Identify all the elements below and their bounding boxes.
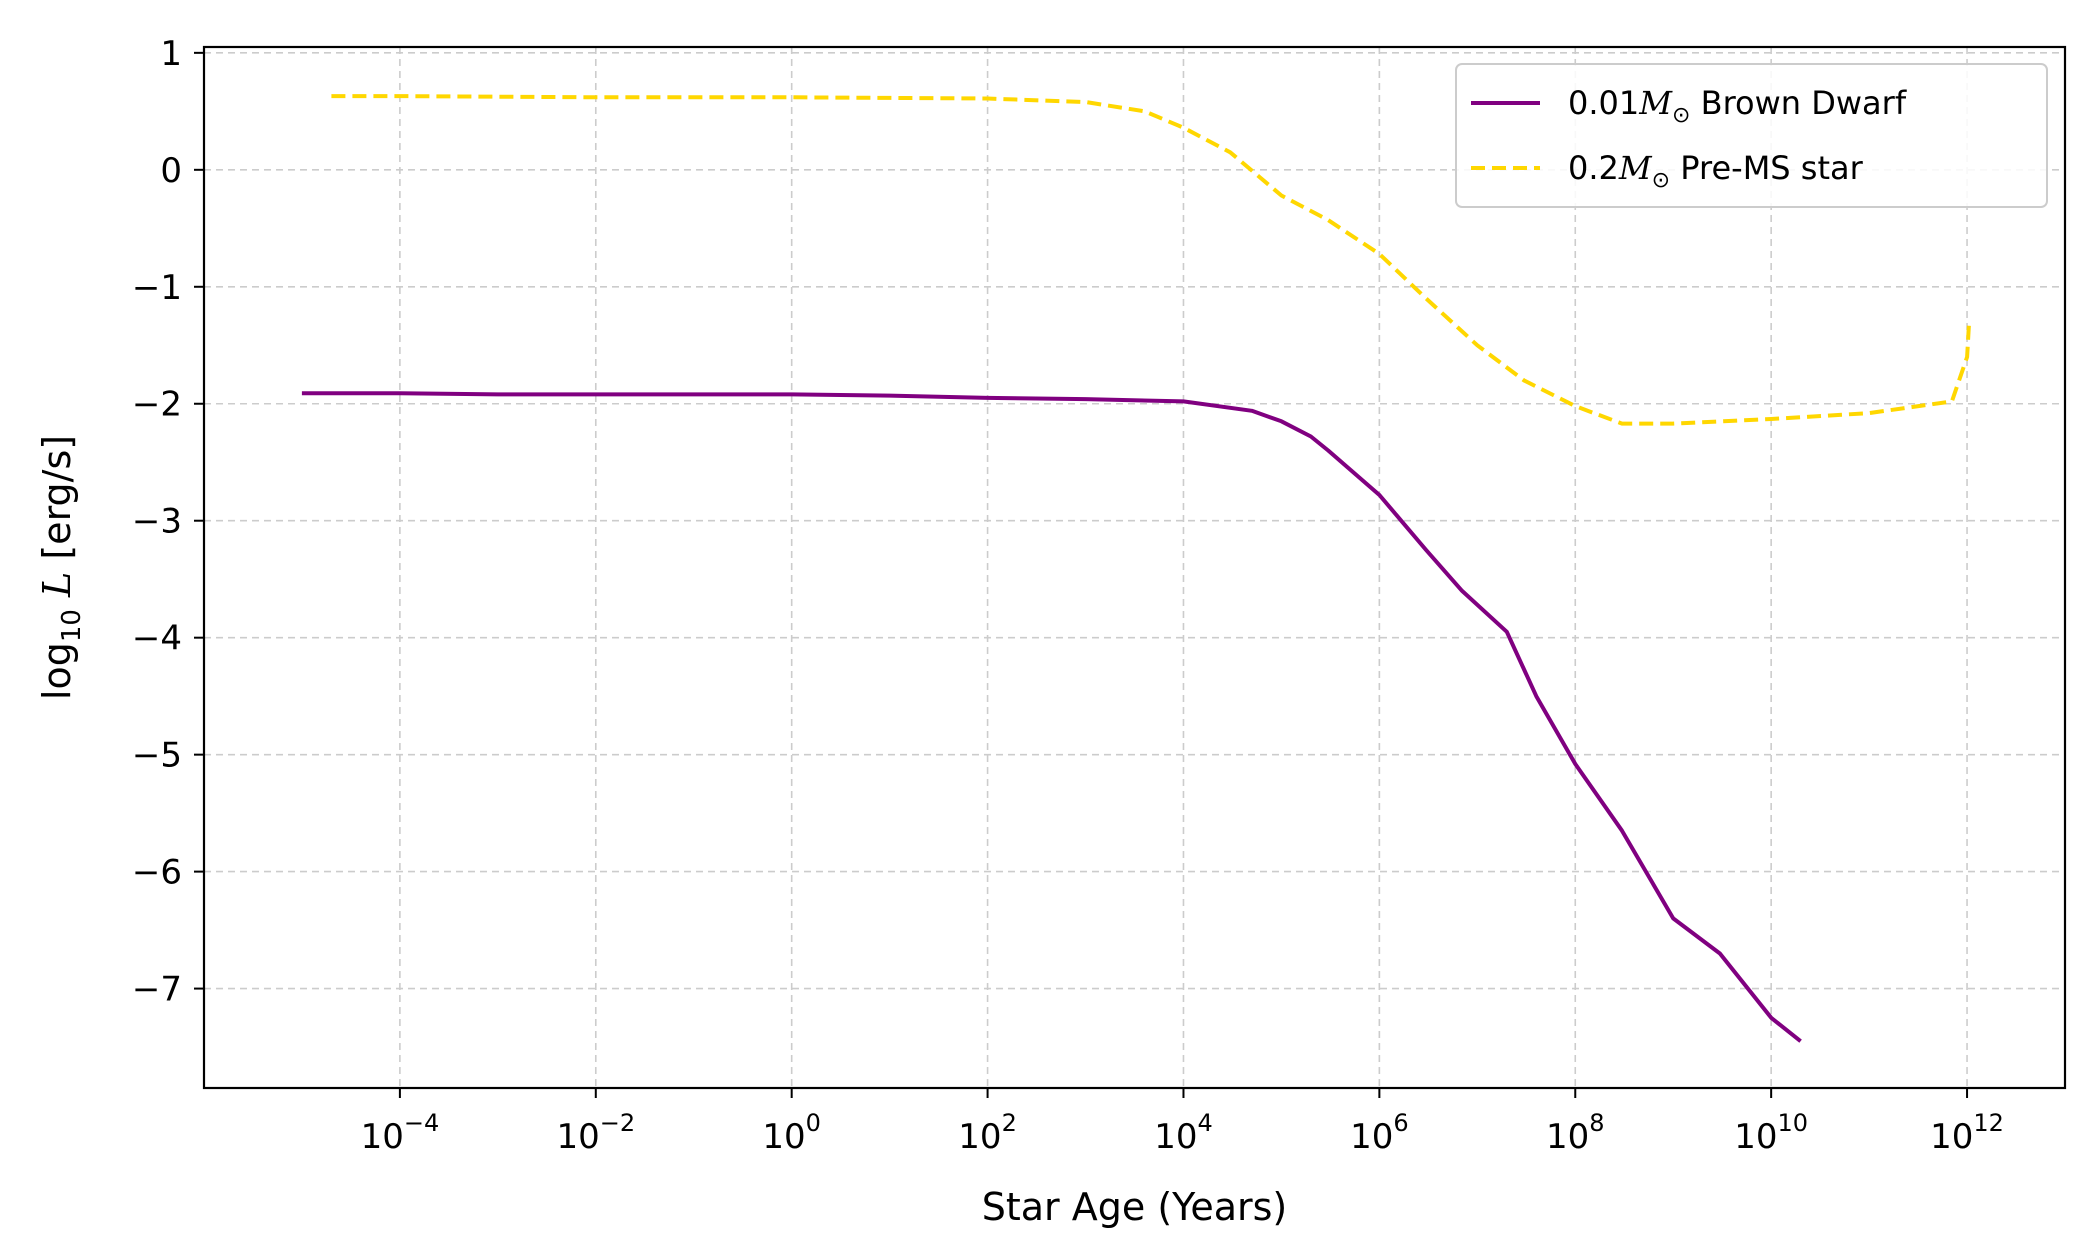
y-tick-label: −3 bbox=[132, 502, 182, 542]
x-tick-exponent: 10 bbox=[1778, 1109, 1809, 1137]
x-tick-base: 10 bbox=[1734, 1117, 1777, 1157]
legend-label: 0.2M⊙ Pre-MS star bbox=[1568, 149, 1864, 193]
x-axis-label: Star Age (Years) bbox=[982, 1185, 1287, 1229]
x-tick-exponent: 6 bbox=[1393, 1109, 1408, 1137]
x-tick-base: 10 bbox=[1930, 1117, 1973, 1157]
axis-ticks: 10−4 10−2 100 102 104 106 108 1010 101210−1−2−3−… bbox=[132, 34, 2004, 1157]
x-tick-label: 102 bbox=[958, 1109, 1017, 1157]
series-line-2 bbox=[331, 94, 1972, 426]
x-tick-base: 10 bbox=[556, 1117, 599, 1157]
y-tick-label: 1 bbox=[160, 34, 182, 74]
y-tick-label: −4 bbox=[132, 619, 182, 659]
legend: 0.01M⊙ Brown Dwarf 0.2M⊙ Pre-MS star bbox=[1455, 63, 2048, 208]
y-tick-label: −7 bbox=[132, 970, 182, 1010]
x-tick-label: 1012 bbox=[1930, 1109, 2004, 1157]
legend-label: 0.01M⊙ Brown Dwarf bbox=[1568, 84, 1907, 128]
x-tick-base: 10 bbox=[1350, 1117, 1393, 1157]
x-tick-base: 10 bbox=[958, 1117, 1001, 1157]
x-tick-base: 10 bbox=[361, 1117, 404, 1157]
y-tick-label: −5 bbox=[132, 736, 182, 776]
x-tick-label: 108 bbox=[1546, 1109, 1605, 1157]
y-axis-label: log10 L [erg/s] bbox=[35, 435, 87, 700]
x-tick-exponent: −4 bbox=[404, 1109, 439, 1137]
legend-box bbox=[1455, 63, 2048, 208]
x-tick-label: 106 bbox=[1350, 1109, 1409, 1157]
y-tick-label: 0 bbox=[160, 151, 182, 191]
series-line-1 bbox=[301, 391, 1802, 1043]
plot-frame bbox=[202, 45, 2067, 1090]
x-tick-exponent: −2 bbox=[600, 1109, 635, 1137]
x-tick-base: 10 bbox=[762, 1117, 805, 1157]
y-tick-label: −2 bbox=[132, 385, 182, 425]
x-tick-label: 10−2 bbox=[556, 1109, 635, 1157]
x-tick-exponent: 4 bbox=[1197, 1109, 1212, 1137]
y-tick-label: −6 bbox=[132, 853, 182, 893]
x-tick-label: 1010 bbox=[1734, 1109, 1808, 1157]
x-tick-exponent: 8 bbox=[1589, 1109, 1604, 1137]
x-tick-exponent: 2 bbox=[1002, 1109, 1017, 1137]
x-tick-label: 104 bbox=[1154, 1109, 1213, 1157]
x-tick-base: 10 bbox=[1154, 1117, 1197, 1157]
y-tick-label: −1 bbox=[132, 268, 182, 308]
x-tick-label: 10−4 bbox=[361, 1109, 440, 1157]
x-tick-base: 10 bbox=[1546, 1117, 1589, 1157]
x-tick-label: 100 bbox=[762, 1109, 821, 1157]
x-tick-exponent: 0 bbox=[806, 1109, 821, 1137]
plot-series bbox=[301, 94, 1972, 1043]
x-tick-exponent: 12 bbox=[1973, 1109, 2004, 1137]
grid bbox=[204, 47, 2065, 1088]
